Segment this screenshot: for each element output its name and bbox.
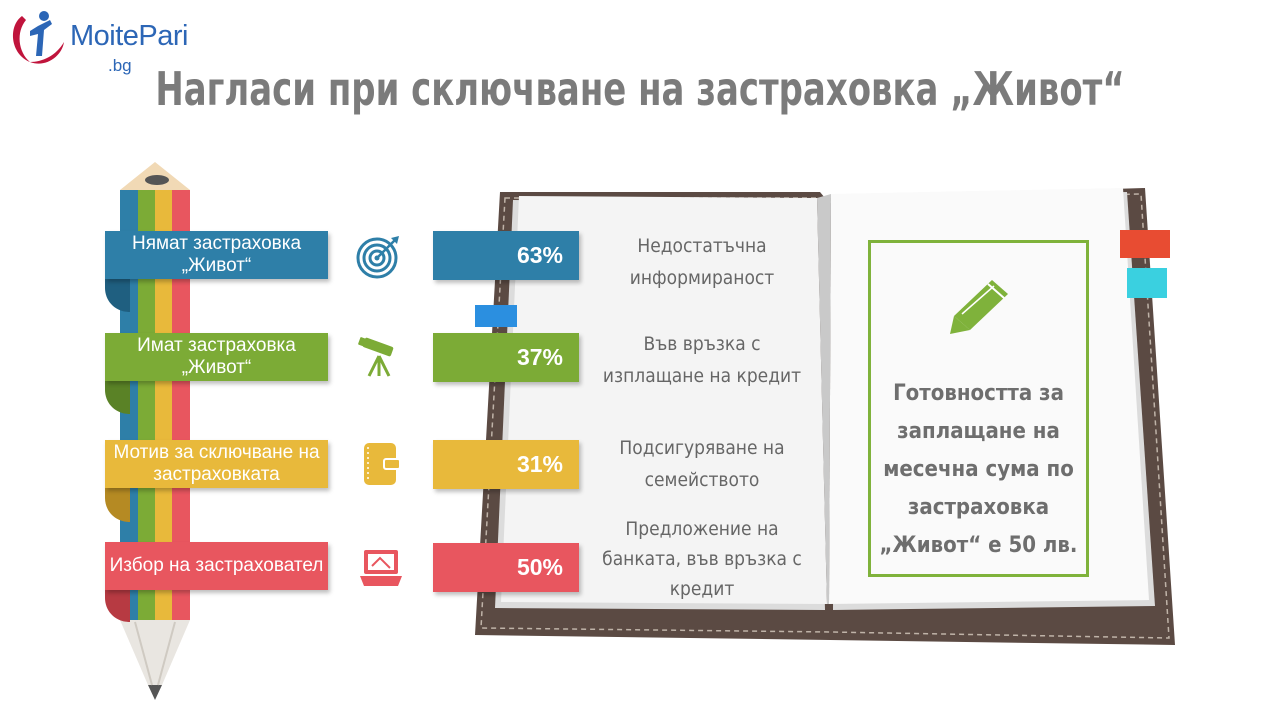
row-label-no-insurance: Нямат застраховка „Живот“ (105, 231, 328, 279)
laptop-icon (360, 550, 402, 586)
value-no-insurance: 63% (433, 231, 579, 280)
description-have-insurance: Във връзка с изплащане на кредит (602, 333, 802, 387)
description-no-insurance: Недостатъчна информираност (629, 235, 775, 289)
target-icon (356, 236, 399, 279)
value-have-insurance: 37% (433, 333, 579, 382)
page-title: Нагласи при сключване на застраховка „Жи… (155, 62, 1125, 116)
row-label-motive: Мотив за сключване на застраховката (105, 440, 328, 488)
ribbon-fold (105, 278, 130, 312)
wallet-icon (364, 443, 401, 485)
description-motive: Подсигуряване на семейството (619, 437, 785, 491)
ribbon-fold (105, 488, 130, 522)
description-insurer-choice: Предложение на банката, във връзка с кре… (602, 518, 802, 600)
logo: MoitePari .bg (8, 6, 208, 75)
row-label-insurer-choice: Избор на застраховател (105, 542, 328, 590)
ribbon-fold (105, 588, 130, 622)
logo-suffix: .bg (108, 56, 132, 75)
logo-figure-icon (12, 11, 64, 64)
callout-box (868, 240, 1089, 577)
pencil-icon (950, 280, 1008, 334)
row-label-have-insurance: Имат застраховка „Живот“ (105, 333, 328, 381)
telescope-icon (358, 337, 394, 377)
value-insurer-choice: 50% (433, 543, 579, 592)
open-notebook (475, 188, 1175, 645)
value-motive: 31% (433, 440, 579, 489)
ribbon-fold (105, 380, 130, 414)
callout-text: Готовността за заплащане на месечна сума… (879, 381, 1078, 558)
logo-name: MoitePari (70, 20, 189, 52)
